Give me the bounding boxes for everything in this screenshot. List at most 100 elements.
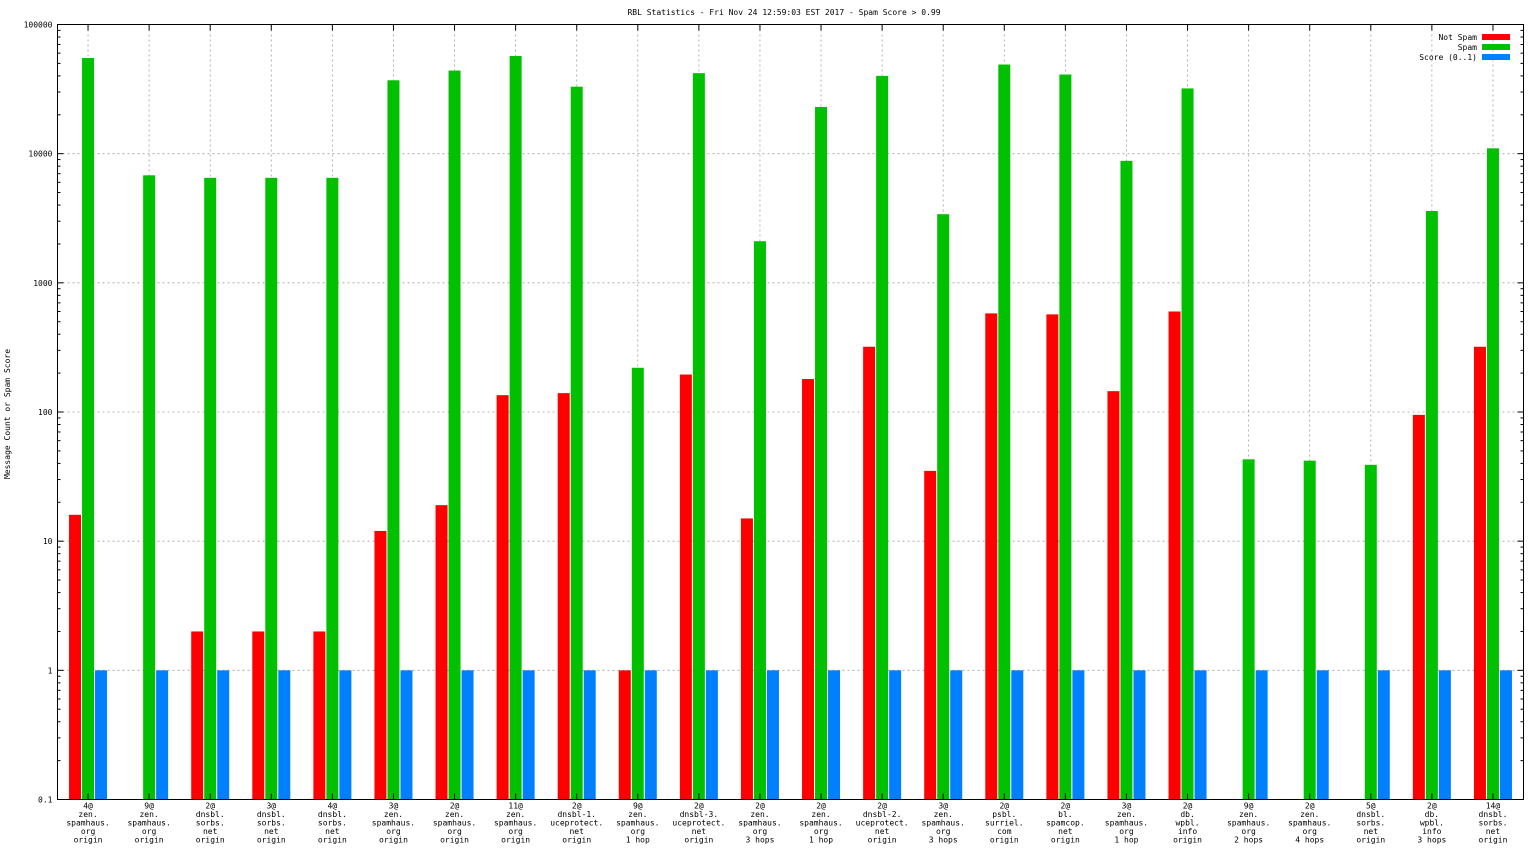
x-tick-label: 3@ zen. spamhaus. org origin — [372, 802, 415, 845]
not-spam-bar — [191, 631, 204, 800]
x-tick-label: 2@ db. wpbl. info 3 hops — [1417, 802, 1446, 845]
y-tick-label: 100 — [38, 408, 53, 417]
y-axis-label: Message Count or Spam Score — [3, 349, 12, 479]
not-spam-bar — [1473, 346, 1486, 800]
legend-swatch-spam — [1482, 44, 1510, 50]
spam-bar — [509, 56, 522, 800]
spam-bar — [815, 106, 828, 800]
x-tick-label: 14@ dnsbl. sorbs. net origin — [1479, 802, 1508, 845]
score-bar — [1499, 670, 1512, 800]
score-bar — [1011, 670, 1024, 800]
score-bar — [1316, 670, 1329, 800]
x-tick-label: 2@ zen. spamhaus. org origin — [433, 802, 476, 845]
spam-bar — [82, 58, 95, 800]
y-tick-label: 10000 — [28, 150, 52, 159]
x-tick-label: 9@ zen. spamhaus. org origin — [127, 802, 170, 845]
spam-bar — [1120, 160, 1133, 800]
spam-bar — [1364, 464, 1377, 800]
not-spam-bar — [863, 346, 876, 800]
score-bar — [889, 670, 902, 800]
score-bar — [583, 670, 596, 800]
spam-bar — [631, 367, 644, 800]
x-tick-label: 2@ dnsbl. sorbs. net origin — [196, 802, 225, 845]
x-tick-label: 2@ zen. spamhaus. org 4 hops — [1288, 802, 1331, 845]
x-tick-label: 2@ psbl. surriel. com origin — [985, 802, 1024, 845]
x-tick-label: 9@ zen. spamhaus. org 2 hops — [1227, 802, 1270, 845]
not-spam-bar — [1412, 414, 1425, 800]
not-spam-bar — [252, 631, 265, 800]
not-spam-bar — [1046, 314, 1059, 800]
not-spam-bar — [435, 505, 448, 800]
not-spam-bar — [618, 670, 631, 800]
score-bar — [400, 670, 413, 800]
x-tick-label: 5@ dnsbl. sorbs. net origin — [1356, 802, 1385, 845]
y-tick-label: 1 — [48, 666, 53, 675]
score-bar — [156, 670, 169, 800]
spam-bar — [937, 214, 950, 800]
x-tick-label: 2@ db. wpbl. info origin — [1173, 802, 1202, 845]
grid — [57, 24, 1524, 800]
not-spam-bar — [313, 631, 326, 800]
score-bar — [1072, 670, 1085, 800]
spam-bar — [448, 70, 461, 800]
score-bar — [1133, 670, 1146, 800]
spam-bar — [753, 241, 766, 800]
y-tick-label: 10 — [43, 537, 53, 546]
spam-bar — [387, 80, 400, 800]
not-spam-bar — [496, 395, 509, 800]
spam-bar — [876, 75, 889, 800]
y-tick-label: 100000 — [24, 21, 53, 30]
spam-bar — [1059, 74, 1072, 800]
not-spam-bar — [924, 470, 937, 800]
spam-bar — [1425, 210, 1438, 800]
x-tick-label: 3@ zen. spamhaus. org 1 hop — [1105, 802, 1148, 845]
x-tick-label: 4@ dnsbl. sorbs. net origin — [318, 802, 347, 845]
score-bar — [766, 670, 779, 800]
score-bar — [522, 670, 535, 800]
score-bar — [644, 670, 657, 800]
score-bar — [461, 670, 474, 800]
score-bar — [278, 670, 291, 800]
legend-swatch-not-spam — [1482, 34, 1510, 40]
x-tick-label: 3@ zen. spamhaus. org 3 hops — [922, 802, 965, 845]
not-spam-bar — [557, 393, 570, 800]
spam-bar — [265, 177, 278, 800]
spam-bar — [1303, 460, 1316, 800]
legend-label-score: Score (0..1) — [1419, 53, 1477, 62]
spam-bar — [143, 175, 156, 800]
not-spam-bar — [374, 530, 387, 800]
spam-bar — [204, 177, 217, 800]
x-tick-label: 2@ zen. spamhaus. org 1 hop — [799, 802, 842, 845]
not-spam-bar — [1107, 391, 1120, 800]
x-tick-label: 2@ dnsbl-2. uceprotect. net origin — [856, 802, 909, 845]
score-bar — [1438, 670, 1451, 800]
score-bar — [705, 670, 718, 800]
score-bar — [339, 670, 352, 800]
not-spam-bar — [802, 379, 815, 800]
legend-swatch-score — [1482, 54, 1510, 60]
x-tick-label: 2@ zen. spamhaus. org 3 hops — [738, 802, 781, 845]
score-bar — [950, 670, 963, 800]
not-spam-bar — [985, 313, 998, 800]
legend-label-spam: Spam — [1458, 43, 1477, 52]
x-tick-label: 2@ dnsbl-1. uceprotect. net origin — [550, 802, 603, 845]
axis-ticks: 0.1 1 10 100 1000 10000 100000 — [24, 21, 1524, 805]
score-bar — [217, 670, 230, 800]
spam-bar — [326, 177, 339, 800]
x-tick-label: 2@ dnsbl-3. uceprotect. net origin — [672, 802, 725, 845]
y-tick-label: 0.1 — [38, 796, 53, 805]
not-spam-bar — [69, 514, 82, 800]
bars — [69, 56, 1512, 800]
score-bar — [1377, 670, 1390, 800]
score-bar — [828, 670, 841, 800]
x-tick-label: 2@ bl. spamcop. net origin — [1046, 802, 1085, 845]
y-tick-label: 1000 — [33, 279, 52, 288]
not-spam-bar — [1168, 311, 1181, 800]
spam-bar — [570, 86, 583, 800]
x-tick-label: 11@ zen. spamhaus. org origin — [494, 802, 537, 845]
x-tick-labels: 4@ zen. spamhaus. org origin 9@ zen. spamhaus. o… — [66, 802, 1507, 845]
score-bar — [1255, 670, 1268, 800]
score-bar — [1194, 670, 1207, 800]
legend-label-not-spam: Not Spam — [1438, 33, 1477, 42]
